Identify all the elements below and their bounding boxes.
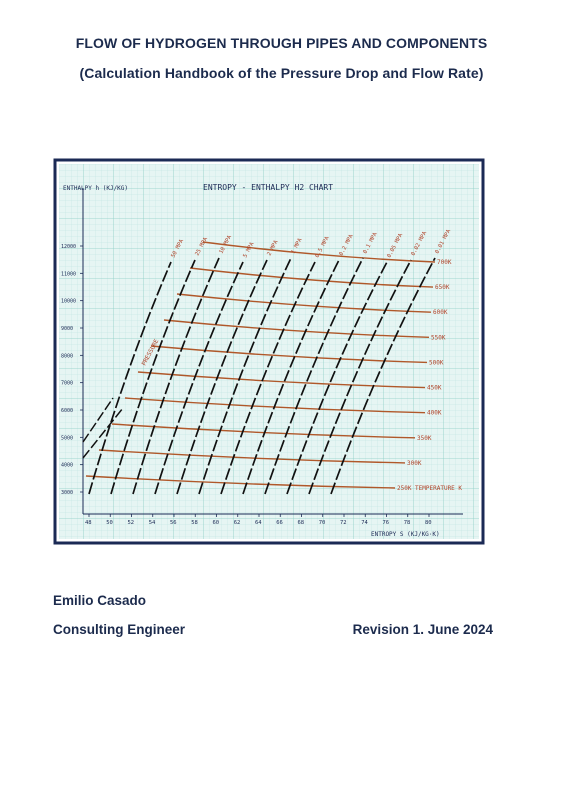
pressure-line (88, 261, 172, 495)
temperature-line (150, 345, 428, 364)
chart-svg: 48 50 52 54 56 58 60 62 64 66 68 70 72 74 76 78 80 12000 1… (53, 158, 485, 545)
temperature-label: 400K (427, 410, 442, 417)
y-tick-label: 10000 (61, 299, 76, 305)
x-tick-label: 80 (425, 520, 432, 526)
y-tick-label: 3000 (61, 490, 73, 496)
temperature-label: 700K (437, 259, 452, 266)
x-tick-label: 52 (128, 520, 135, 526)
document-subtitle: (Calculation Handbook of the Pressure Dr… (79, 65, 484, 81)
y-tick-label: 6000 (61, 408, 73, 414)
x-tick-label: 64 (255, 520, 262, 526)
temperature-label: 300K (407, 460, 422, 467)
x-tick-label: 78 (404, 520, 411, 526)
y-tick-label: 5000 (61, 435, 73, 441)
y-tick-label: 4000 (61, 463, 73, 469)
temperature-line (98, 449, 406, 464)
x-tick-label: 56 (170, 520, 177, 526)
x-tick-label: 48 (85, 520, 92, 526)
temperature-label: 550K (431, 334, 446, 341)
x-tick-label: 76 (383, 520, 390, 526)
revision-date: Revision 1. June 2024 (352, 622, 493, 637)
pressure-line (330, 257, 436, 495)
pressure-line (242, 259, 340, 495)
y-tick-label: 12000 (61, 244, 76, 250)
temperature-line (111, 423, 416, 439)
pressure-line (198, 257, 292, 495)
y-tick-label: 7000 (61, 381, 73, 387)
x-axis-label: ENTROPY S (KJ/KG·K) (371, 531, 440, 538)
pressure-line (154, 261, 244, 495)
temperature-line (137, 371, 426, 389)
x-tick-label: 68 (298, 520, 305, 526)
temperature-label: 350K (417, 435, 432, 442)
x-tick-label: 72 (340, 520, 347, 526)
pressure-line (308, 259, 412, 495)
y-tick-label: 8000 (61, 353, 73, 359)
pressure-line (264, 257, 364, 495)
y-tick-label: 9000 (61, 326, 73, 332)
enthalpy-entropy-chart: 48 50 52 54 56 58 60 62 64 66 68 70 72 74 76 78 80 12000 1… (53, 158, 485, 545)
x-tick-label: 54 (149, 520, 156, 526)
x-tick-label: 50 (106, 520, 113, 526)
pressure-line (132, 257, 220, 495)
pressure-line (110, 259, 196, 495)
x-tick-label: 74 (361, 520, 368, 526)
temperature-label: 500K (429, 359, 444, 366)
temperature-label: 250K TEMPERATURE K (397, 485, 462, 492)
x-tick-label: 66 (276, 520, 283, 526)
author-role: Consulting Engineer (53, 622, 186, 637)
chart-title: ENTROPY - ENTHALPY H2 CHART (203, 183, 333, 192)
pressure-line (286, 261, 388, 495)
author-name: Emilio Casado (53, 593, 147, 608)
pressure-line (176, 259, 268, 495)
temperature-line (202, 241, 436, 263)
chart-frame (53, 158, 485, 545)
x-tick-label: 70 (319, 520, 326, 526)
temperature-line (176, 293, 432, 313)
temperature-label: 450K (427, 385, 442, 392)
pressure-line (82, 397, 114, 443)
temperature-label: 650K (435, 284, 450, 291)
pressure-line (82, 407, 124, 459)
temperature-line (85, 475, 396, 489)
x-tick-label: 58 (191, 520, 198, 526)
pressure-line (220, 261, 316, 495)
x-tick-label: 62 (234, 520, 241, 526)
x-tick-label: 60 (213, 520, 220, 526)
temperature-label: 600K (433, 309, 448, 316)
y-axis-label: ENTHALPY h (KJ/KG) (63, 185, 128, 192)
temperature-line (189, 267, 434, 288)
document-title: FLOW OF HYDROGEN THROUGH PIPES AND COMPO… (75, 35, 488, 51)
y-tick-label: 11000 (61, 271, 76, 277)
